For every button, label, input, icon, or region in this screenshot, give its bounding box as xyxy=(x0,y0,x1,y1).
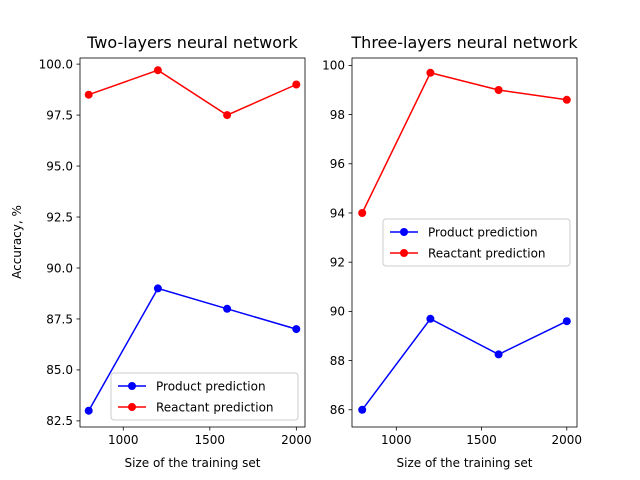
data-point xyxy=(562,95,571,104)
data-point xyxy=(292,325,301,334)
y-tick-label: 92 xyxy=(330,255,345,269)
data-point xyxy=(292,80,301,89)
legend-marker xyxy=(128,382,136,390)
legend-label-product: Product prediction xyxy=(156,379,266,393)
data-point xyxy=(494,86,503,94)
y-tick-label: 86 xyxy=(330,403,345,417)
legend-label-reactant: Reactant prediction xyxy=(156,400,274,414)
series-line-product xyxy=(88,287,297,412)
legend-marker xyxy=(400,228,408,236)
x-axis-label: Size of the training set xyxy=(125,456,261,470)
series-line-reactant xyxy=(361,71,567,214)
y-tick-label: 96 xyxy=(330,157,345,171)
data-point xyxy=(562,317,571,326)
x-tick-label: 1000 xyxy=(381,433,412,447)
legend-marker xyxy=(128,403,136,411)
chart-panel-1: 1000 1500 2000 82.5 85.0 87.5 90.0 92.5 95.0 97.5… xyxy=(39,33,312,470)
x-tick-label: 1000 xyxy=(108,433,139,447)
y-tick-label: 85.0 xyxy=(46,363,73,377)
plot-frame xyxy=(79,57,306,428)
series-line-reactant xyxy=(88,69,297,116)
data-point xyxy=(84,90,93,99)
legend-label-reactant: Reactant prediction xyxy=(428,246,546,260)
legend-box xyxy=(382,218,571,267)
legend: Product prediction Reactant prediction xyxy=(110,372,299,421)
plot-frame xyxy=(351,57,578,428)
x-tick-label: 1500 xyxy=(195,433,226,447)
y-tick-label: 82.5 xyxy=(46,414,73,428)
y-tick-label: 94 xyxy=(330,206,345,220)
data-point xyxy=(223,111,232,120)
x-tick-label: 2000 xyxy=(281,433,312,447)
data-point xyxy=(358,405,367,414)
data-point xyxy=(153,66,162,75)
chart-panel-2: 1000 1500 2000 86 88 90 92 94 96 98 100 Three-layer… xyxy=(322,33,582,470)
legend-marker xyxy=(400,249,408,257)
y-tick-label: 87.5 xyxy=(46,312,73,326)
y-tick-label: 98 xyxy=(330,108,345,122)
y-tick-label: 92.5 xyxy=(46,210,73,224)
data-point xyxy=(84,406,93,415)
y-tick-label: 100 xyxy=(322,59,345,73)
y-tick-label: 90 xyxy=(330,305,345,319)
data-point xyxy=(223,304,232,313)
y-tick-label: 90.0 xyxy=(46,261,73,275)
x-tick-label: 2000 xyxy=(551,433,582,447)
series-line-product xyxy=(361,317,568,411)
data-point xyxy=(153,284,162,293)
chart-title: Two-layers neural network xyxy=(86,33,298,52)
legend-box xyxy=(110,372,299,421)
legend-label-product: Product prediction xyxy=(428,225,538,239)
y-tick-label: 100.0 xyxy=(39,57,73,71)
data-point xyxy=(494,350,503,359)
data-point xyxy=(358,209,367,217)
y-axis-label: Accuracy, % xyxy=(10,205,24,279)
data-point xyxy=(426,314,435,323)
chart-title: Three-layers neural network xyxy=(350,33,578,52)
x-axis-label: Size of the training set xyxy=(397,456,533,470)
y-tick-label: 97.5 xyxy=(46,108,73,122)
y-tick-label: 88 xyxy=(330,354,345,368)
x-tick-label: 1500 xyxy=(466,433,497,447)
legend: Product prediction Reactant prediction xyxy=(382,218,571,267)
y-tick-label: 95.0 xyxy=(46,159,73,173)
data-point xyxy=(426,68,435,77)
